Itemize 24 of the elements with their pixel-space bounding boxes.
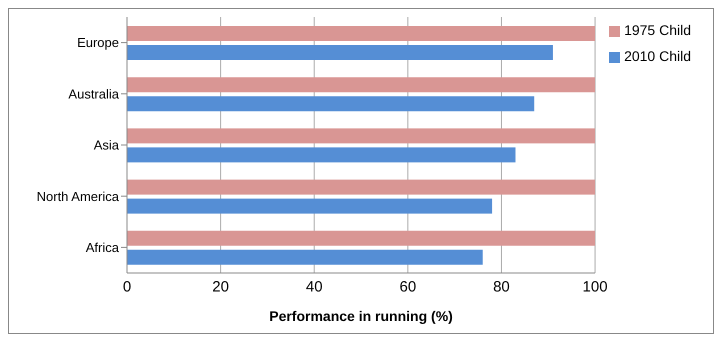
bar (127, 128, 596, 144)
y-tick-label: Australia (68, 86, 120, 102)
bar (127, 96, 534, 112)
legend-label: 1975 Child (624, 22, 691, 38)
bar (127, 180, 596, 195)
y-tick-label: Europe (77, 35, 119, 50)
bar (127, 45, 553, 60)
x-tick-label: 60 (399, 278, 416, 296)
x-tick-label: 20 (212, 278, 229, 296)
x-tick-label: 100 (582, 278, 608, 296)
x-tick-label: 40 (306, 278, 323, 296)
bar (127, 230, 596, 246)
y-tick-label: Asia (94, 138, 120, 153)
x-axis-title: Performance in running (%) (269, 308, 453, 324)
bar (127, 147, 516, 162)
bar (127, 77, 596, 92)
bar (127, 26, 596, 41)
y-tick-label: North America (36, 188, 120, 204)
x-tick-label: 80 (493, 278, 510, 296)
x-tick-label: 0 (122, 278, 132, 296)
bar (127, 198, 492, 214)
bar (127, 250, 483, 265)
y-tick-label: Africa (86, 240, 120, 256)
legend-label: 2010 Child (624, 48, 691, 64)
